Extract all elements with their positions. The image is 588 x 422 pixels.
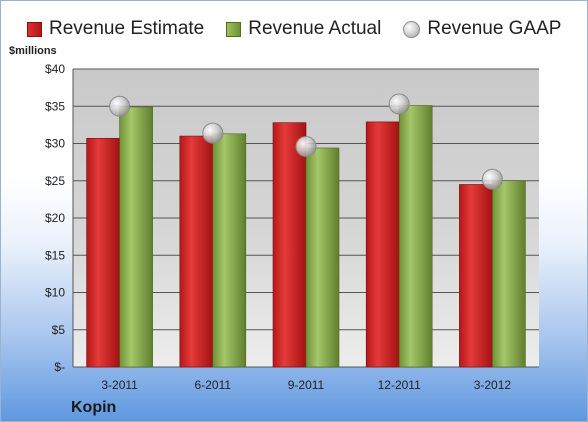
bar-revenue-estimate xyxy=(459,184,493,368)
legend-swatch-estimate xyxy=(27,21,42,37)
y-tick-label: $10 xyxy=(45,286,65,300)
x-tick-label: 3-2011 xyxy=(101,378,138,392)
bar-revenue-actual xyxy=(212,133,247,368)
y-tick-label: $5 xyxy=(52,323,66,337)
legend-label-actual: Revenue Actual xyxy=(248,18,382,39)
legend-swatch-gaap xyxy=(403,20,421,38)
bar-revenue-actual xyxy=(492,180,526,368)
bar-revenue-actual xyxy=(305,147,340,368)
bar-revenue-estimate xyxy=(86,137,120,368)
x-tick-label: 12-2011 xyxy=(378,378,421,392)
x-tick-label: 9-2011 xyxy=(288,378,325,392)
y-tick-label: $25 xyxy=(45,174,65,188)
bar-revenue-actual xyxy=(398,105,433,368)
x-tick-label: 3-2012 xyxy=(474,378,512,392)
bar-revenue-actual xyxy=(119,106,153,368)
y-tick-label: $35 xyxy=(45,99,65,113)
legend-item-actual: Revenue Actual xyxy=(226,18,381,40)
marker-revenue-gaap xyxy=(109,95,131,117)
bar-revenue-estimate xyxy=(365,121,400,368)
legend-swatch-actual xyxy=(226,21,242,37)
marker-revenue-gaap xyxy=(295,135,317,157)
legend-label-gaap: Revenue GAAP xyxy=(427,18,562,39)
marker-revenue-gaap xyxy=(481,168,503,190)
company-name: Kopin xyxy=(71,399,117,416)
legend-label-estimate: Revenue Estimate xyxy=(49,18,205,39)
legend-item-gaap: Revenue GAAP xyxy=(403,18,561,40)
chart-legend: Revenue Estimate Revenue Actual Revenue … xyxy=(27,15,561,43)
legend-item-estimate: Revenue Estimate xyxy=(27,18,204,40)
bar-revenue-estimate xyxy=(179,135,214,368)
y-tick-label: $15 xyxy=(45,248,65,262)
bar-revenue-estimate xyxy=(272,122,307,368)
y-tick-label: $20 xyxy=(45,211,65,225)
y-axis-unit-label: $millions xyxy=(9,45,57,57)
y-tick-label: $40 xyxy=(45,62,65,76)
y-tick-label: $30 xyxy=(45,137,65,151)
y-tick-label: $- xyxy=(54,360,65,374)
marker-revenue-gaap xyxy=(388,93,410,115)
x-tick-label: 6-2011 xyxy=(195,378,232,392)
marker-revenue-gaap xyxy=(202,122,224,144)
